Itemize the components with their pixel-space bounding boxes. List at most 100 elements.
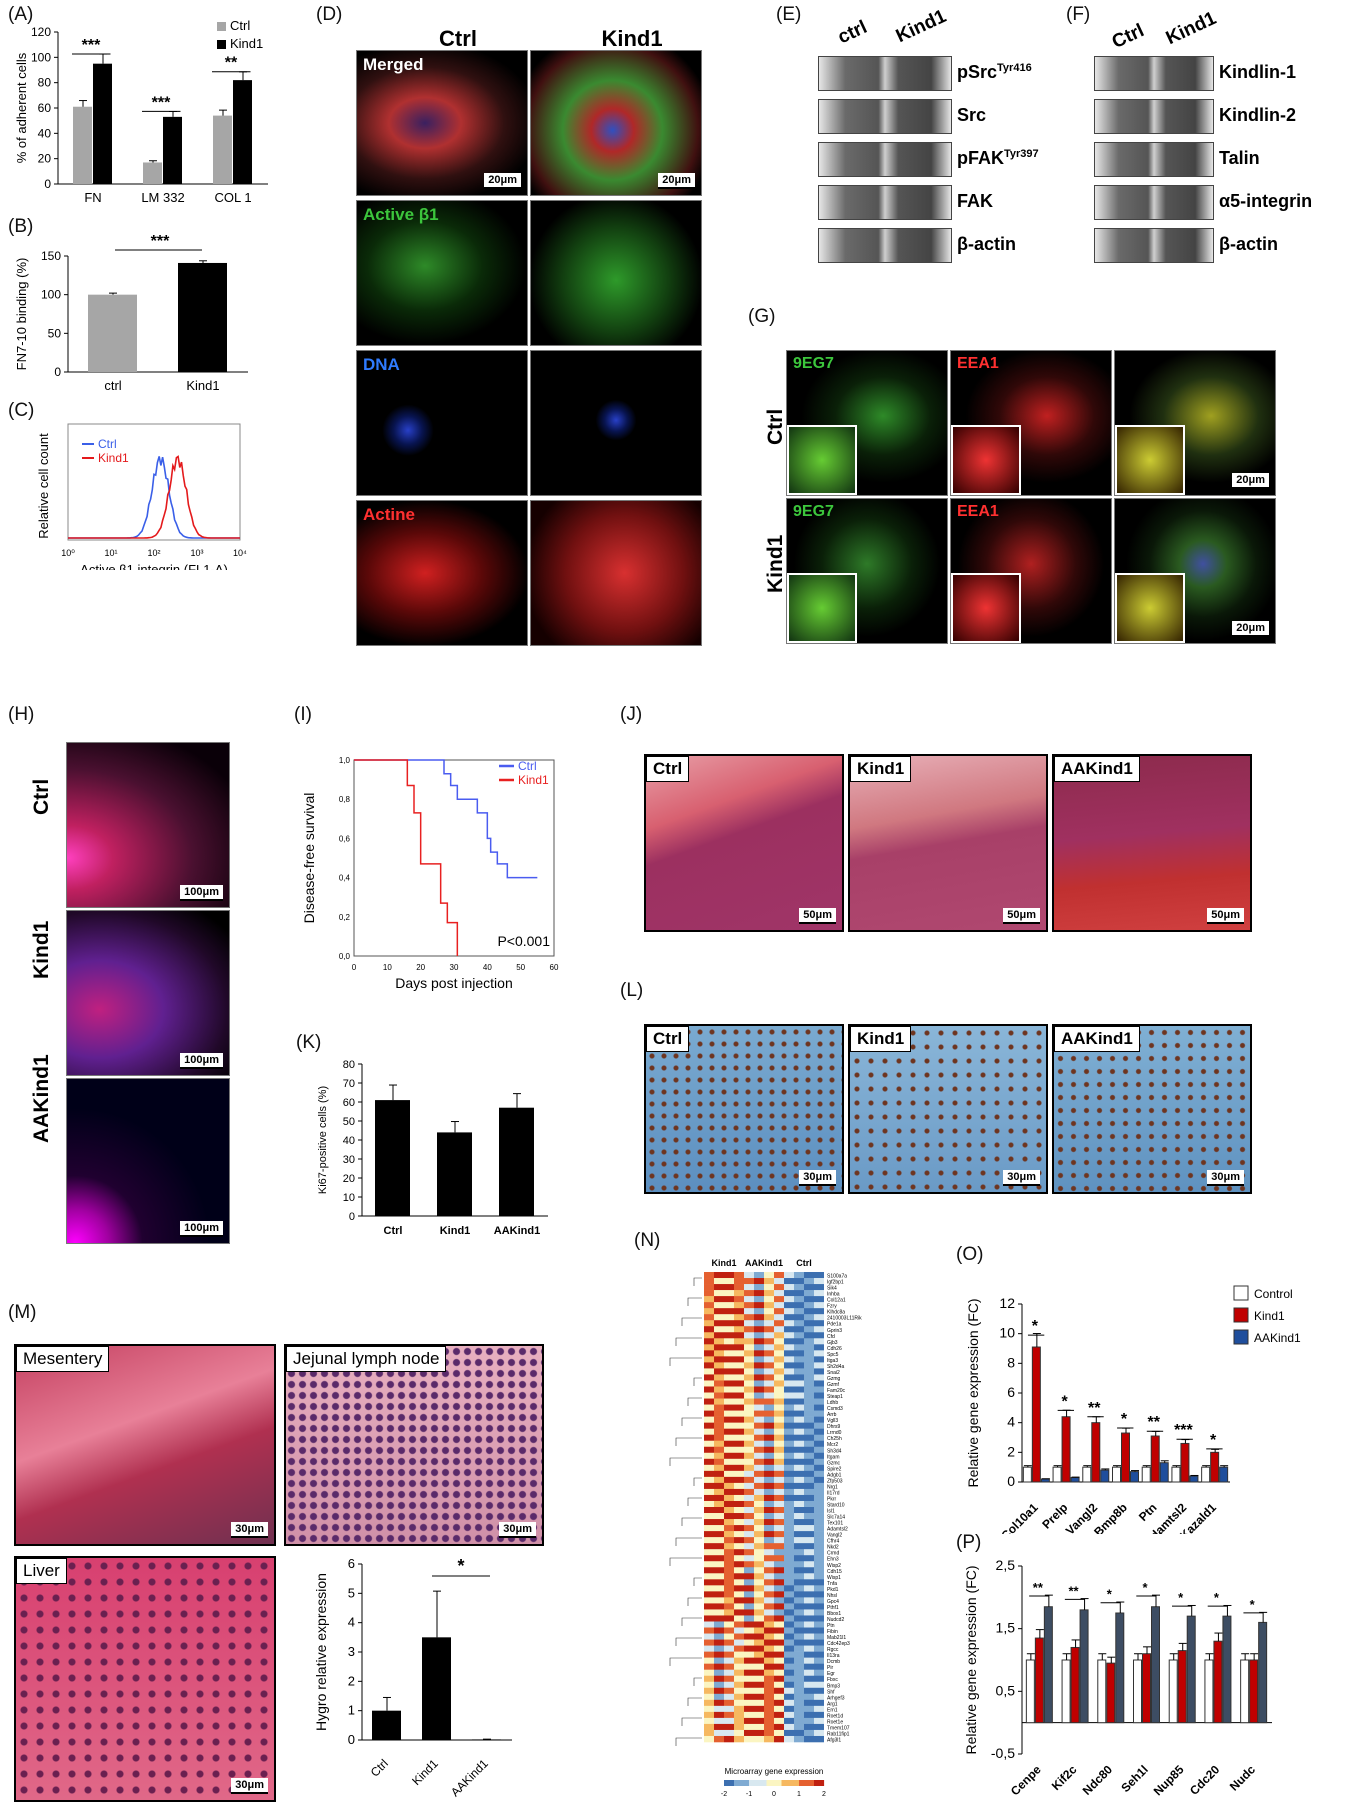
heatmap-cell <box>814 1500 824 1508</box>
heatmap-cell <box>784 1597 794 1604</box>
heatmap-cell <box>804 1531 814 1538</box>
heatmap-cell <box>754 1452 764 1460</box>
heatmap-cell <box>784 1729 794 1737</box>
heatmap-cell <box>724 1513 734 1520</box>
x-tick-label: Kind1 <box>409 1756 441 1788</box>
bar <box>1031 1346 1041 1483</box>
heatmap-cell <box>764 1675 774 1683</box>
heatmap-gene-label: Roet1e <box>827 1719 843 1725</box>
heatmap-legend-bar <box>746 1780 750 1786</box>
heatmap-cell <box>774 1272 784 1279</box>
heatmap-cell <box>774 1663 784 1670</box>
heatmap-cell <box>784 1543 794 1550</box>
heatmap-cell <box>714 1338 724 1345</box>
heatmap-cell <box>714 1422 724 1429</box>
heatmap-cell <box>804 1494 814 1502</box>
heatmap-cell <box>794 1404 804 1411</box>
heatmap-cell <box>764 1356 774 1363</box>
heatmap-cell <box>784 1308 794 1315</box>
heatmap-cell <box>774 1392 784 1399</box>
h-scale-bar-2: 100μm <box>180 1221 223 1237</box>
heatmap-cell <box>734 1428 744 1435</box>
heatmap-legend-bar <box>801 1780 805 1786</box>
panel-label-l: (L) <box>620 980 644 1001</box>
heatmap-cell <box>774 1422 784 1429</box>
heatmap-cell <box>774 1416 784 1423</box>
heatmap-cell <box>804 1446 814 1454</box>
heatmap-cell <box>704 1350 714 1357</box>
heatmap-gene-label: Mab21l1 <box>827 1635 846 1641</box>
x-tick-label: 10⁴ <box>233 548 247 558</box>
heatmap-cell <box>734 1549 744 1556</box>
heatmap-cell <box>784 1699 794 1707</box>
heatmap-cell <box>704 1458 714 1466</box>
chart-p: -0,5 0,5 1,5 2,5 Relative gene expression (F… <box>964 1558 1272 1798</box>
y-tick-label: 2 <box>1007 1443 1015 1459</box>
heatmap-cell <box>764 1711 774 1719</box>
heatmap-cell <box>794 1488 804 1496</box>
heatmap-cell <box>814 1699 824 1707</box>
heatmap-cell <box>754 1314 764 1321</box>
heatmap-cell <box>754 1386 764 1393</box>
heatmap-cell <box>734 1681 744 1689</box>
heatmap-cell <box>774 1507 784 1514</box>
heatmap-gene-label: Adgb1 <box>827 1472 842 1478</box>
d-scale-bar-1: 20μm <box>658 173 695 189</box>
g-tile-1-0: 9EG7 <box>786 498 948 644</box>
y-tick-label: -0,5 <box>991 1745 1015 1761</box>
heatmap-cell <box>744 1272 754 1279</box>
signif-mark: * <box>457 1556 464 1576</box>
g-row-label-0: Ctrl <box>764 408 787 445</box>
h-tile-0: 100μm <box>66 742 230 908</box>
heatmap-cell <box>724 1422 734 1429</box>
heatmap-cell <box>714 1675 724 1683</box>
heatmap-cell <box>724 1338 734 1345</box>
dendrogram-branch <box>669 1657 702 1666</box>
heatmap-cell <box>714 1482 724 1490</box>
heatmap-cell <box>794 1314 804 1321</box>
heatmap-cell <box>814 1633 824 1640</box>
y-axis-label: Relative gene expression (FC) <box>965 1298 981 1487</box>
heatmap-gene-label: Ehn3 <box>827 1557 839 1563</box>
heatmap-cell <box>774 1458 784 1466</box>
heatmap-cell <box>744 1657 754 1664</box>
heatmap-cell <box>714 1627 724 1634</box>
bar <box>1141 1466 1151 1483</box>
heatmap-cell <box>714 1368 724 1375</box>
heatmap-gene-label: Tex101 <box>827 1521 843 1527</box>
dendrogram-branch <box>675 1537 702 1546</box>
heatmap-cell <box>754 1272 764 1279</box>
heatmap-gene-label: Gjb3 <box>827 1340 838 1346</box>
heatmap-gene-label: Il17rd <box>827 1490 840 1496</box>
heatmap-cell <box>794 1723 804 1731</box>
heatmap-cell <box>764 1272 774 1279</box>
heatmap-cell <box>764 1657 774 1664</box>
heatmap-cell <box>804 1621 814 1628</box>
y-axis-label: FN7-10 binding (%) <box>14 258 29 371</box>
heatmap-cell <box>814 1543 824 1550</box>
y-tick-label: 0 <box>349 1211 355 1223</box>
heatmap-cell <box>734 1663 744 1670</box>
heatmap-cell <box>714 1681 724 1689</box>
heatmap-cell <box>714 1639 724 1646</box>
heatmap-cell <box>734 1446 744 1454</box>
heatmap-cell <box>814 1464 824 1472</box>
blotE-label-text-1: Src <box>957 105 987 125</box>
heatmap-legend-bar <box>731 1780 735 1786</box>
panel-label-m: (M) <box>8 1302 37 1323</box>
heatmap-cell <box>784 1326 794 1333</box>
heatmap-cell <box>714 1579 724 1586</box>
heatmap-cell <box>754 1368 764 1375</box>
heatmap-cell <box>734 1537 744 1544</box>
h-scale-bar-1: 100μm <box>180 1053 223 1069</box>
heatmap-cell <box>734 1519 744 1526</box>
heatmap-cell <box>814 1422 824 1429</box>
heatmap-gene-label: Spire2 <box>827 1466 842 1472</box>
heatmap-cell <box>704 1308 714 1315</box>
signif-mark: ** <box>1088 1400 1101 1417</box>
heatmap-cell <box>804 1699 814 1707</box>
heatmap-cell <box>714 1561 724 1568</box>
heatmap-cell <box>754 1296 764 1303</box>
heatmap-cell <box>724 1711 734 1719</box>
heatmap-gene-label: Klhdc8a <box>827 1310 845 1316</box>
